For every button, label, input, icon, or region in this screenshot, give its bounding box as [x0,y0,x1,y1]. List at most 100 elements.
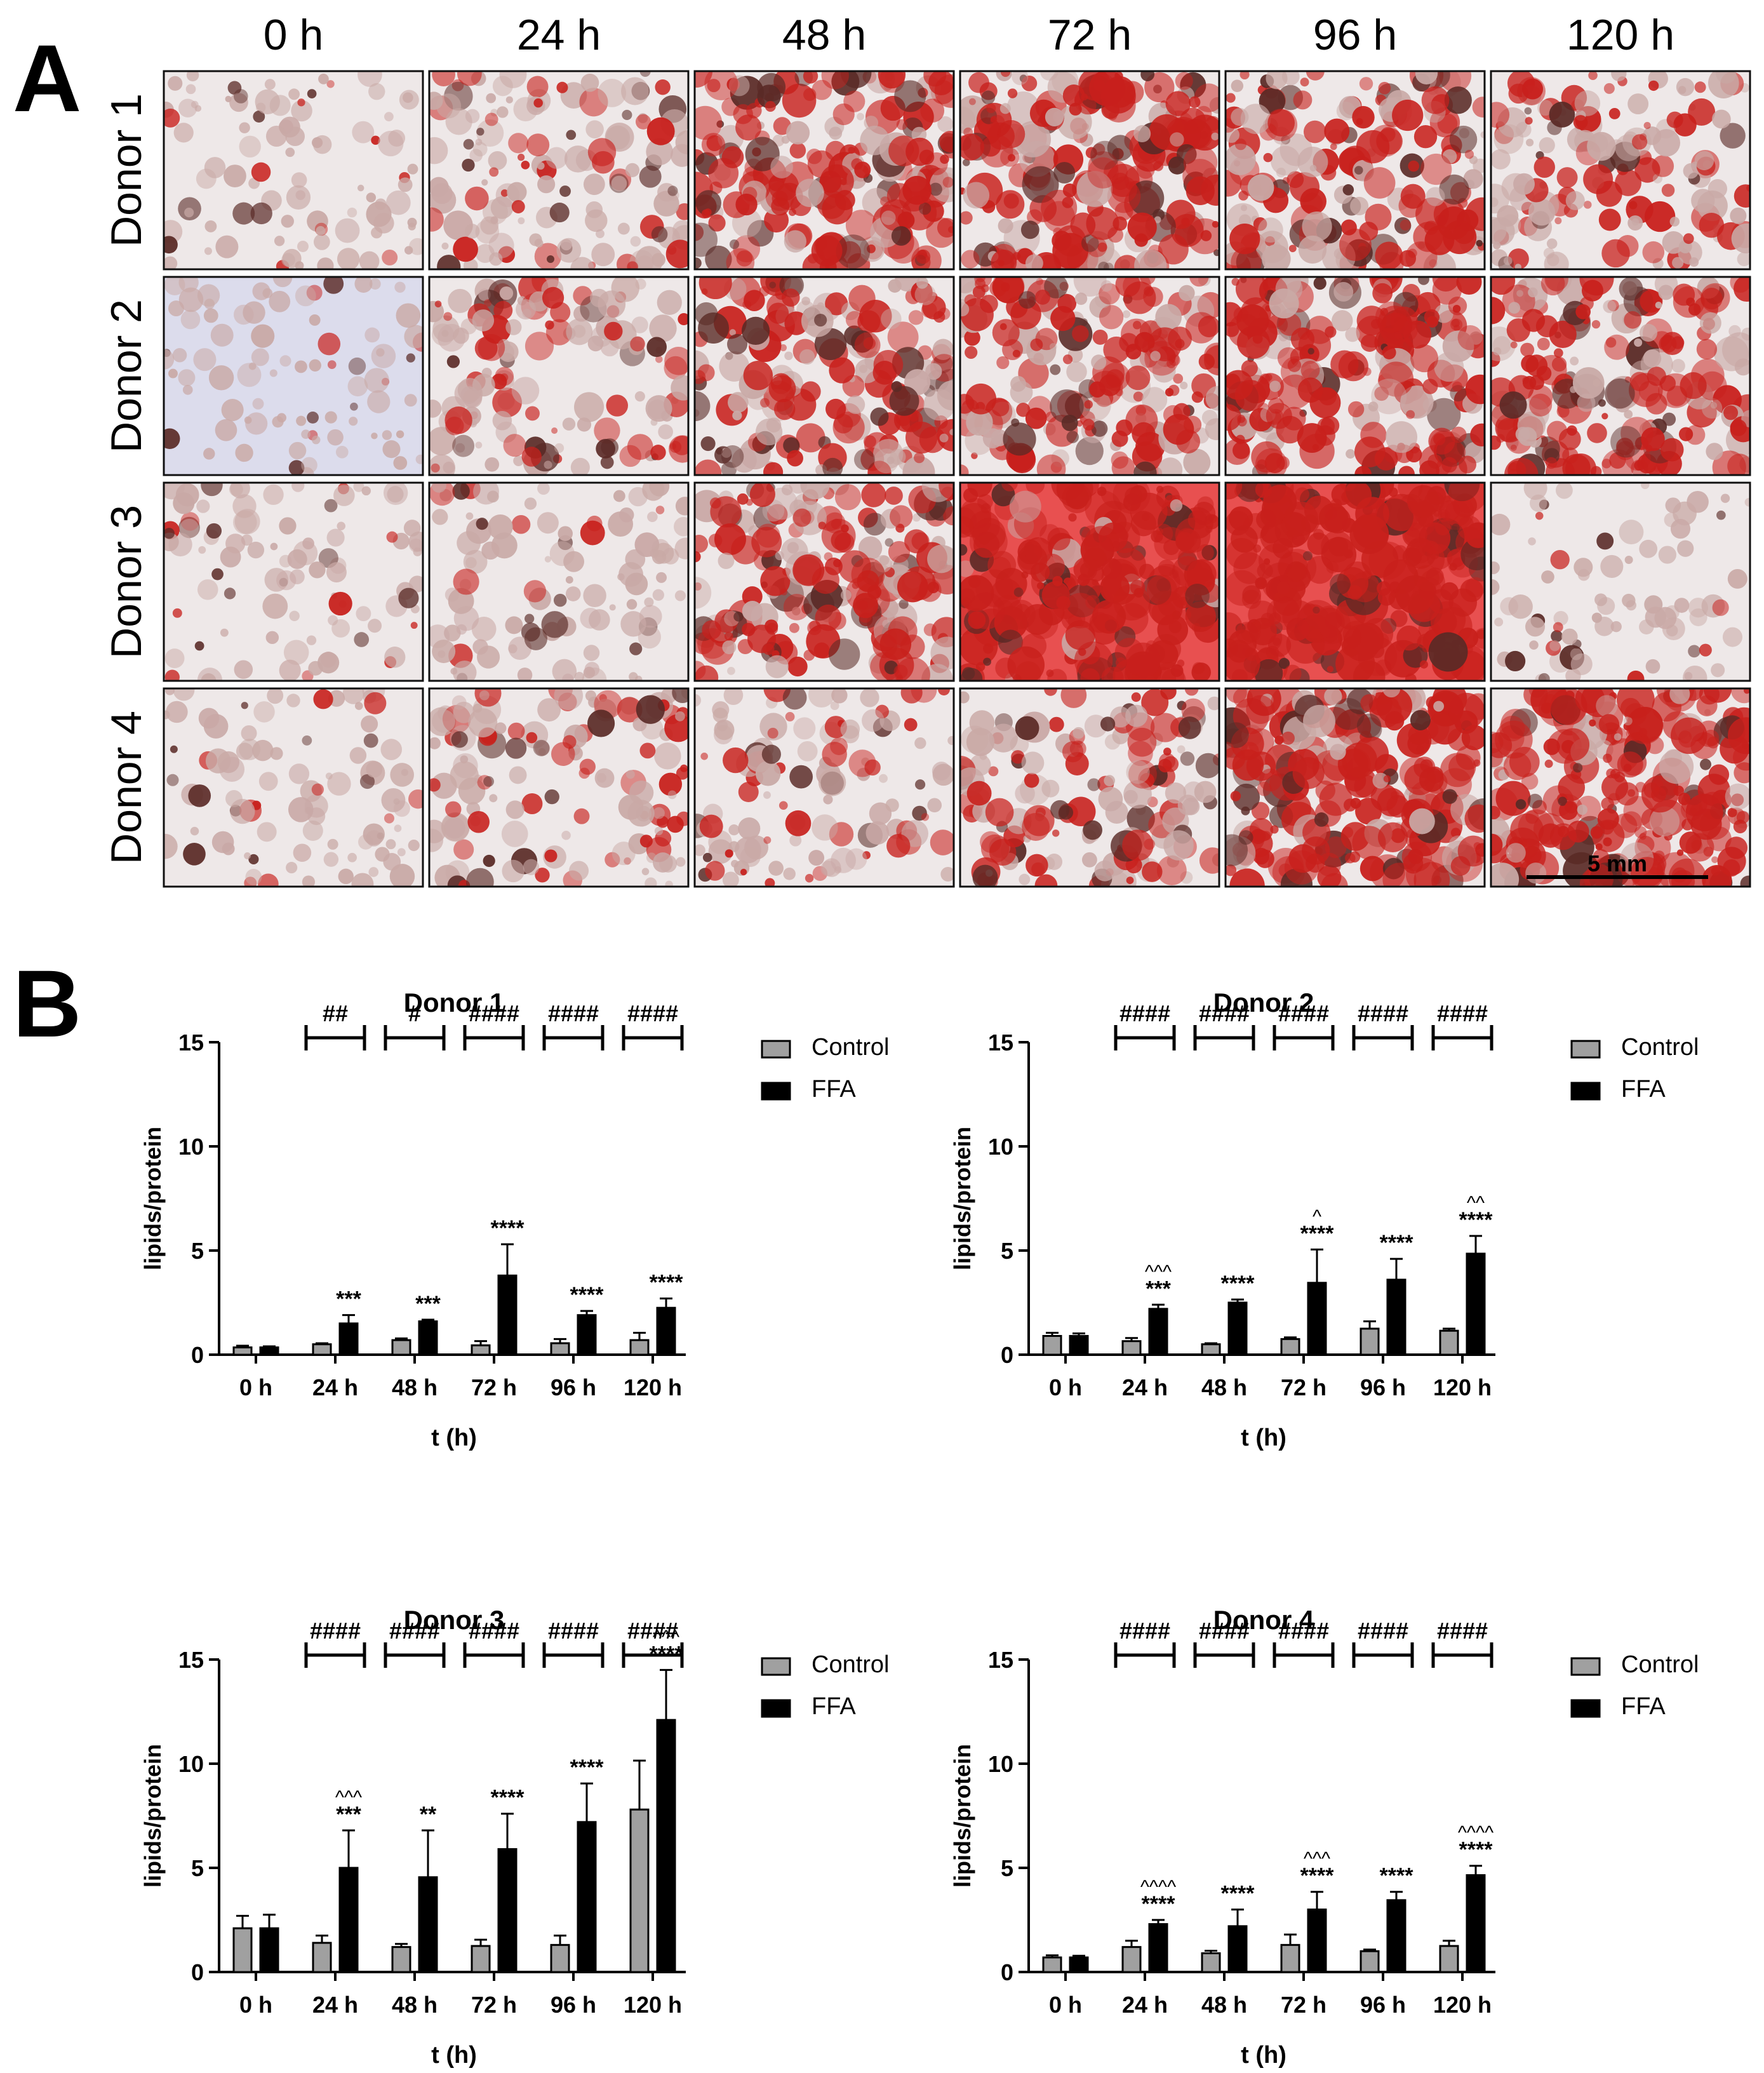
cell-blob [1073,277,1107,297]
cell-blob [1707,178,1728,199]
significance-asterisks: **** [491,1216,525,1240]
cell-blob [505,96,513,104]
micrograph-border [693,687,955,888]
cell-blob [1098,522,1128,552]
cell-blob [658,772,683,796]
micrograph-donor-3-48h [695,483,954,681]
cell-blob [818,768,846,796]
cell-blob [409,238,423,255]
cell-blob [1413,565,1440,591]
cell-blob [1272,538,1293,559]
cell-blob [1076,420,1083,427]
column-label-24h: 24 h [517,11,601,59]
cell-blob [206,523,222,539]
cell-blob [723,747,749,774]
cell-blob [1321,873,1348,887]
cell-blob [1378,361,1414,397]
cell-blob [1142,861,1163,882]
cell-blob [1037,254,1062,269]
cell-blob [1665,605,1680,620]
cell-blob [916,249,931,264]
cell-blob [965,383,997,415]
cell-blob [333,485,355,506]
cell-blob [1126,876,1134,885]
legend-label-ffa: FFA [812,1693,856,1720]
cell-blob [384,647,406,668]
cell-blob [763,836,772,844]
cell-blob [1089,296,1111,318]
cell-blob [224,164,246,187]
cell-blob [732,410,742,420]
cell-blob [940,866,954,882]
cell-blob [164,648,185,669]
cell-blob [286,694,300,708]
cell-blob [481,541,500,560]
cell-blob [763,791,771,799]
cell-blob [742,300,752,309]
cell-blob [792,508,812,527]
cell-blob [182,385,193,395]
cell-blob [937,116,954,132]
cell-blob [497,106,509,118]
cell-blob [1377,822,1408,852]
cell-blob [1343,483,1372,509]
cell-blob [1376,128,1403,155]
cell-blob [1168,156,1187,175]
cell-blob [164,669,180,681]
cell-blob [1176,528,1201,554]
cell-blob [364,692,387,714]
cell-blob [577,417,592,432]
cell-blob [695,582,702,591]
cell-blob [646,117,675,145]
cell-blob [605,852,620,868]
cell-blob [650,419,658,426]
cell-blob [1125,365,1151,391]
x-tick-label: 24 h [312,1992,358,2018]
cell-blob [914,737,926,749]
cell-blob [744,835,768,860]
cell-blob [738,817,761,840]
cell-blob [1473,759,1481,767]
cell-blob [695,535,709,553]
chart-title: Donor 2 [1213,988,1314,1017]
cell-blob [1616,438,1634,455]
cell-blob [596,439,616,459]
cell-blob [746,103,762,119]
micrograph-donor-2-120h [1491,277,1750,475]
cell-blob [446,355,460,368]
cell-blob [1003,422,1036,456]
significance-carets: ^^^ [335,1787,362,1808]
control-bar [232,1346,253,1356]
cell-blob [505,319,522,335]
cell-blob [324,499,338,513]
cell-blob [1697,191,1728,222]
cell-blob [1181,217,1190,226]
cell-blob [511,515,531,534]
control-bar [1439,1329,1459,1356]
cell-blob [778,801,788,810]
cell-blob [505,737,527,759]
cell-blob [1280,574,1288,584]
cell-blob [247,541,265,559]
cell-blob [1256,509,1277,530]
cell-blob [1100,280,1113,292]
cell-blob [1465,197,1485,231]
x-tick-label: 48 h [1201,1992,1247,2018]
cell-blob [1439,500,1460,521]
x-axis-label: t (h) [1241,1425,1286,1451]
cell-blob [429,399,442,418]
cell-blob [429,427,456,456]
cell-blob [591,243,615,267]
cell-blob [583,645,600,661]
cell-blob [1000,71,1011,77]
cell-blob [404,394,417,407]
cell-blob [1429,107,1460,138]
cell-blob [1422,379,1438,394]
cell-blob [1648,80,1659,91]
cell-blob [353,483,364,492]
cell-blob [367,390,391,413]
cell-blob [1326,666,1334,673]
cell-blob [394,824,402,833]
cell-blob [1644,201,1676,232]
cell-blob [232,494,257,518]
